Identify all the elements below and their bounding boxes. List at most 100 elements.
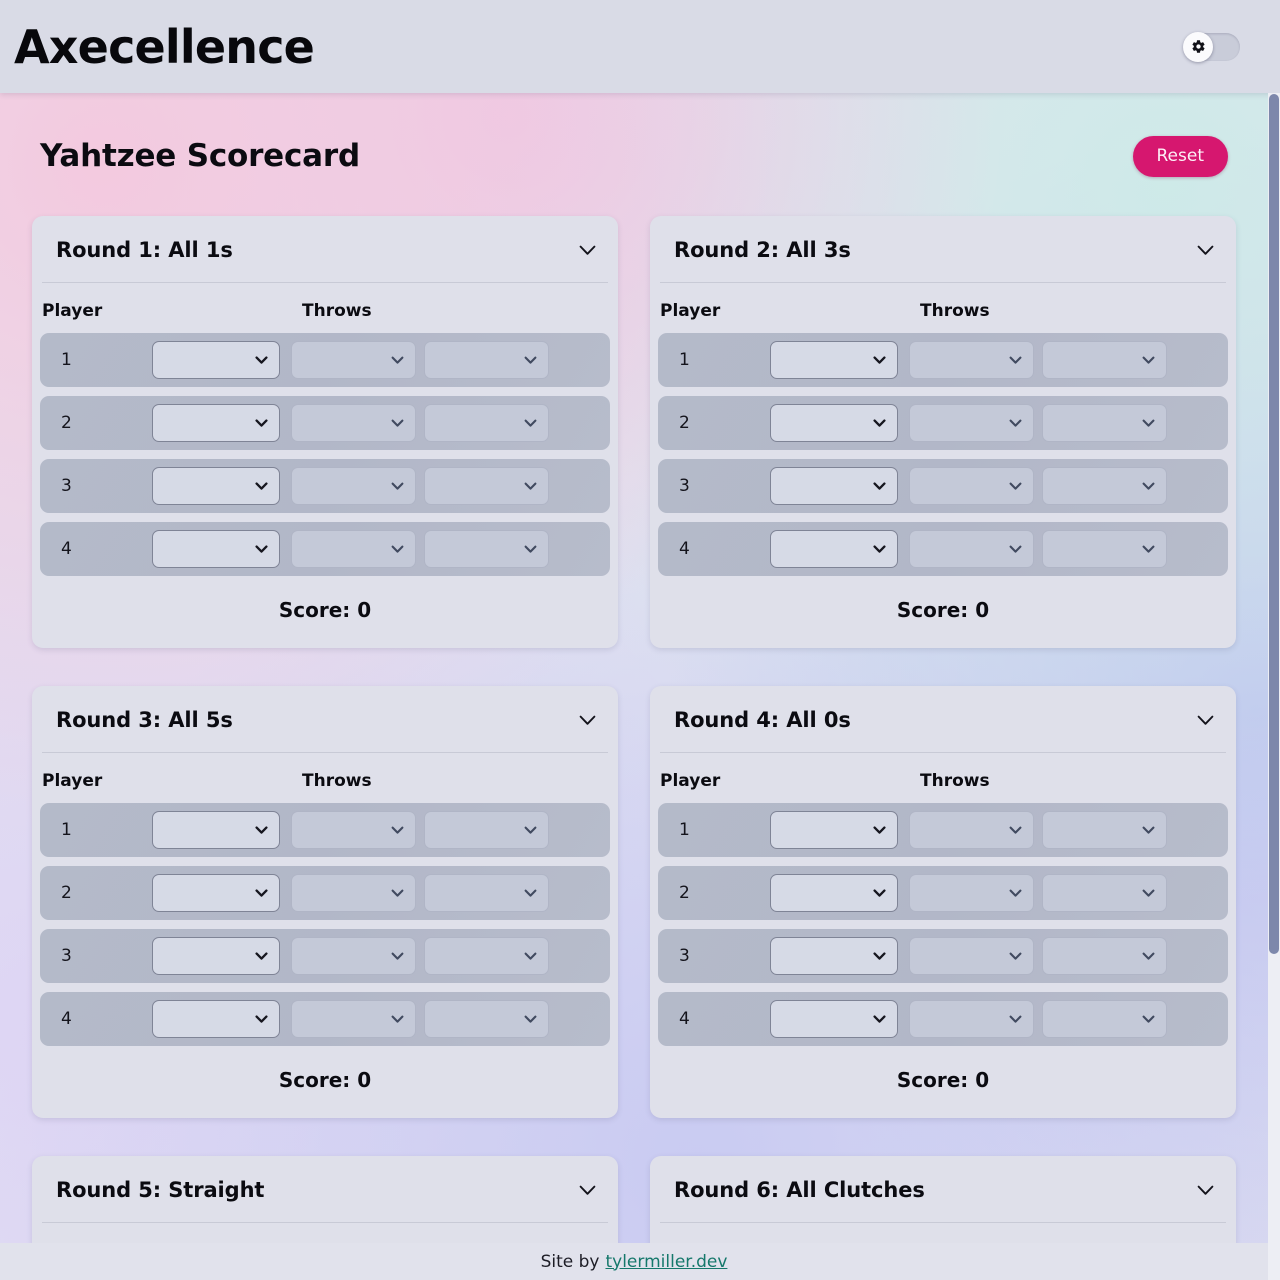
throw-select-2[interactable]: 0135: [909, 811, 1034, 849]
throw-select-2[interactable]: 0135: [291, 530, 416, 568]
card-divider: [660, 282, 1226, 283]
throw-select-1[interactable]: 0135: [770, 404, 898, 442]
player-row: 2013501350135: [658, 396, 1228, 450]
throw-select-1[interactable]: 0135: [152, 937, 280, 975]
vertical-scrollbar-thumb[interactable]: [1269, 94, 1279, 954]
throw-select-1[interactable]: 0135: [152, 404, 280, 442]
player-number: 1: [679, 820, 690, 840]
settings-toggle[interactable]: [1183, 31, 1240, 62]
throw-select-3[interactable]: 0135: [424, 404, 549, 442]
throw-select-1[interactable]: 0135: [770, 937, 898, 975]
throw-select-1[interactable]: 0135: [770, 467, 898, 505]
scroll-viewport: Yahtzee Scorecard Reset Round 1: All 1s P…: [0, 93, 1268, 1280]
player-row: 3013501350135: [658, 929, 1228, 983]
round-card-header[interactable]: Round 1: All 1s: [32, 216, 618, 282]
throw-select-3[interactable]: 0135: [424, 530, 549, 568]
throw-select-1[interactable]: 0135: [770, 1000, 898, 1038]
player-row: 3013501350135: [658, 459, 1228, 513]
throw-select-1[interactable]: 0135: [152, 1000, 280, 1038]
throw-select-3[interactable]: 0135: [1042, 874, 1167, 912]
throw-select-1[interactable]: 0135: [152, 874, 280, 912]
throw-select-1[interactable]: 0135: [152, 811, 280, 849]
round-card-header[interactable]: Round 3: All 5s: [32, 686, 618, 752]
card-divider: [42, 282, 608, 283]
player-number: 4: [61, 1009, 72, 1029]
throw-select-2[interactable]: 0135: [909, 530, 1034, 568]
throw-select-2[interactable]: 0135: [291, 811, 416, 849]
gear-icon: [1191, 39, 1206, 54]
chevron-down-icon[interactable]: [579, 715, 596, 726]
throw-select-2[interactable]: 0135: [909, 874, 1034, 912]
round-card: Round 1: All 1sPlayerThrows1013501350135…: [32, 216, 618, 648]
throw-select-2[interactable]: 0135: [291, 467, 416, 505]
chevron-down-icon[interactable]: [579, 1185, 596, 1196]
throw-select-2[interactable]: 0135: [291, 404, 416, 442]
chevron-down-icon[interactable]: [1197, 1185, 1214, 1196]
player-number: 1: [679, 350, 690, 370]
round-card: Round 3: All 5sPlayerThrows1013501350135…: [32, 686, 618, 1118]
round-card-header[interactable]: Round 6: All Clutches: [650, 1156, 1236, 1222]
player-rows: 1013501350135201350135013530135013501354…: [32, 333, 618, 576]
round-card-header[interactable]: Round 4: All 0s: [650, 686, 1236, 752]
round-title: Round 2: All 3s: [674, 238, 851, 262]
page-title: Yahtzee Scorecard: [40, 138, 360, 174]
throw-select-1[interactable]: 0135: [770, 530, 898, 568]
throw-select-1[interactable]: 0135: [770, 341, 898, 379]
player-row: 4013501350135: [658, 992, 1228, 1046]
player-row: 1013501350135: [658, 803, 1228, 857]
throw-select-3[interactable]: 0135: [1042, 530, 1167, 568]
site-footer: Site by tylermiller.dev: [0, 1243, 1268, 1280]
round-score: Score: 0: [896, 598, 990, 622]
player-number: 2: [679, 413, 690, 433]
throw-select-3[interactable]: 0135: [1042, 937, 1167, 975]
vertical-scrollbar-track[interactable]: [1268, 93, 1280, 1280]
throw-select-1[interactable]: 0135: [770, 811, 898, 849]
round-title: Round 5: Straight: [56, 1178, 265, 1202]
card-divider: [42, 1222, 608, 1223]
throw-select-2[interactable]: 0135: [291, 874, 416, 912]
throw-select-2[interactable]: 0135: [291, 937, 416, 975]
throw-select-3[interactable]: 0135: [1042, 341, 1167, 379]
throw-select-3[interactable]: 0135: [1042, 1000, 1167, 1038]
player-number: 3: [61, 476, 72, 496]
footer-link[interactable]: tylermiller.dev: [605, 1251, 728, 1272]
throw-select-3[interactable]: 0135: [424, 467, 549, 505]
throw-select-3[interactable]: 0135: [424, 937, 549, 975]
throw-select-3[interactable]: 0135: [424, 341, 549, 379]
column-headers: Player Throws: [32, 753, 618, 803]
throw-select-1[interactable]: 0135: [152, 530, 280, 568]
throw-select-3[interactable]: 0135: [1042, 811, 1167, 849]
throw-select-3[interactable]: 0135: [424, 1000, 549, 1038]
player-row: 1013501350135: [40, 803, 610, 857]
throw-select-1[interactable]: 0135: [152, 341, 280, 379]
throw-select-2[interactable]: 0135: [291, 1000, 416, 1038]
throw-select-2[interactable]: 0135: [909, 404, 1034, 442]
column-headers: Player Throws: [32, 283, 618, 333]
throw-select-2[interactable]: 0135: [909, 937, 1034, 975]
player-number: 2: [61, 413, 72, 433]
throw-select-3[interactable]: 0135: [424, 811, 549, 849]
page-content: Yahtzee Scorecard Reset Round 1: All 1s P…: [0, 93, 1268, 1280]
throw-select-3[interactable]: 0135: [1042, 467, 1167, 505]
throw-select-3[interactable]: 0135: [1042, 404, 1167, 442]
round-card: Round 4: All 0sPlayerThrows1013501350135…: [650, 686, 1236, 1118]
throw-select-1[interactable]: 0135: [152, 467, 280, 505]
player-rows: 1013501350135201350135013530135013501354…: [32, 803, 618, 1046]
chevron-down-icon[interactable]: [1197, 715, 1214, 726]
throw-select-2[interactable]: 0135: [291, 341, 416, 379]
player-row: 3013501350135: [40, 459, 610, 513]
player-number: 3: [679, 946, 690, 966]
reset-button[interactable]: Reset: [1132, 135, 1228, 177]
chevron-down-icon[interactable]: [1197, 245, 1214, 256]
round-card-header[interactable]: Round 2: All 3s: [650, 216, 1236, 282]
throw-select-1[interactable]: 0135: [770, 874, 898, 912]
throw-select-2[interactable]: 0135: [909, 1000, 1034, 1038]
throw-select-2[interactable]: 0135: [909, 467, 1034, 505]
throw-select-3[interactable]: 0135: [424, 874, 549, 912]
toggle-knob: [1183, 31, 1213, 62]
round-card-header[interactable]: Round 5: Straight: [32, 1156, 618, 1222]
column-header-throws: Throws: [302, 301, 372, 321]
chevron-down-icon[interactable]: [579, 245, 596, 256]
column-header-throws: Throws: [920, 771, 990, 791]
throw-select-2[interactable]: 0135: [909, 341, 1034, 379]
